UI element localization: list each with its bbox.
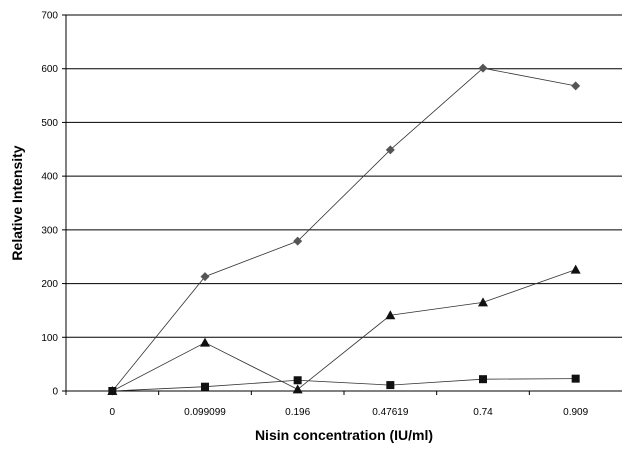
- data-point-diamond: [200, 272, 210, 282]
- data-point-square: [293, 376, 302, 385]
- y-tick-label: 500: [41, 118, 58, 129]
- series-line: [112, 269, 576, 392]
- x-tick-label: 0.196: [285, 407, 310, 418]
- data-point-square: [479, 375, 487, 384]
- series-group: [107, 63, 581, 396]
- gridlines: [66, 14, 622, 338]
- data-point-diamond: [293, 236, 303, 246]
- x-tick-label: 0.099099: [184, 407, 226, 418]
- data-point-diamond: [478, 63, 488, 73]
- x-tick-label: 0.74: [473, 407, 493, 418]
- data-point-square: [571, 374, 580, 383]
- y-tick-label: 400: [41, 172, 58, 183]
- axes: [65, 15, 622, 392]
- data-point-triangle: [570, 264, 581, 274]
- data-point-square: [108, 387, 117, 395]
- y-axis-title: Relative Intensity: [9, 145, 25, 260]
- x-tick-label: 0: [110, 407, 116, 418]
- data-point-square: [201, 382, 209, 391]
- y-tick-label: 700: [41, 11, 58, 22]
- x-axis-title: Nisin concentration (IU/ml): [255, 427, 433, 443]
- series-line: [112, 67, 576, 392]
- series-square: [108, 374, 580, 395]
- data-point-triangle: [478, 297, 488, 307]
- data-point-diamond: [571, 81, 581, 91]
- y-tick-label: 200: [41, 279, 58, 290]
- y-tick-label: 300: [41, 225, 58, 236]
- y-tick-label: 0: [52, 387, 58, 398]
- data-point-triangle: [385, 310, 396, 320]
- series-line: [112, 378, 576, 392]
- data-point-square: [386, 381, 395, 390]
- x-tick-label: 0.47619: [372, 407, 409, 418]
- series-triangle: [107, 264, 581, 395]
- data-point-triangle: [292, 384, 303, 394]
- y-tick-label: 600: [41, 64, 58, 75]
- x-tick-label: 0.909: [563, 407, 588, 418]
- y-tick-label: 100: [41, 333, 58, 344]
- data-point-diamond: [385, 145, 395, 155]
- data-point-triangle: [200, 337, 210, 347]
- y-tick-labels: 0 100 200 300 400 500 600 700: [41, 11, 66, 398]
- x-tick-labels: 0 0.099099 0.196 0.47619 0.74 0.909: [65, 391, 589, 418]
